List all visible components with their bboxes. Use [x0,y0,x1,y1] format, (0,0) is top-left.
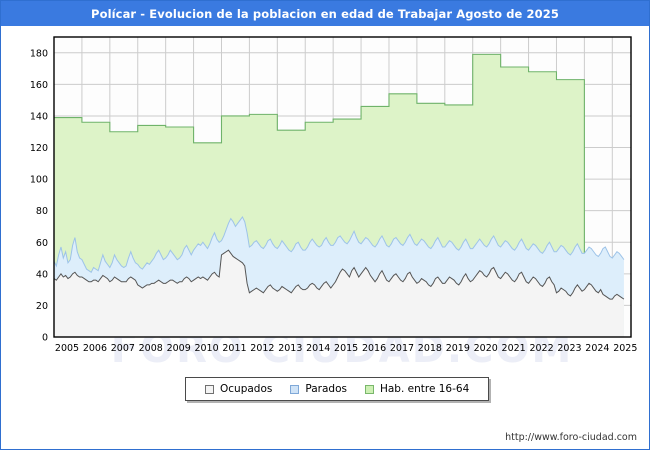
y-axis-tick-label: 180 [30,48,48,59]
series-habitantes-line [54,53,631,338]
legend-swatch-icon [205,384,214,394]
x-axis-tick-label: 2005 [55,343,79,354]
x-axis-tick-label: 2009 [167,343,191,354]
x-axis-tick-label: 2014 [306,343,330,354]
x-axis-tick-label: 2006 [83,343,107,354]
x-axis-tick-label: 2020 [474,343,498,354]
source-url: http://www.foro-ciudad.com [505,432,637,443]
y-axis-tick-label: 140 [30,111,48,122]
x-axis-tick-label: 2019 [446,343,470,354]
legend-item-label: Parados [305,383,347,395]
x-axis-tick-label: 2011 [222,343,246,354]
window-titlebar: Polícar - Evolucion de la poblacion en e… [1,1,649,26]
series-ocupados-line [53,249,625,300]
x-axis-tick-label: 2015 [334,343,358,354]
legend-item: Ocupados [205,383,272,395]
x-axis-tick-label: 2007 [111,343,135,354]
x-axis-tick-label: 2024 [585,343,609,354]
x-axis-tick-label: 2018 [418,343,442,354]
y-axis-tick-label: 60 [36,238,48,249]
series-parados-line [53,216,625,273]
chart-svg: 0 20 40 60 80 100 120 140 160 180 2005 2006 2007 2008… [30,36,637,354]
y-axis-tick-label: 160 [30,80,48,91]
x-axis-tick-label: 2022 [529,343,553,354]
x-axis-tick-label: 2013 [278,343,302,354]
plot-border [53,36,632,338]
y-axis-tick-label: 0 [42,333,48,344]
x-axis-tick-label: 2023 [557,343,581,354]
x-axis-tick-label: 2017 [390,343,414,354]
x-axis-tick-label: 2016 [362,343,386,354]
legend-item: Parados [290,383,347,395]
legend-item-label: Hab. entre 16-64 [379,383,470,395]
legend-item-label: Ocupados [220,383,273,395]
page-title: Polícar - Evolucion de la poblacion en e… [91,6,559,21]
legend-swatch-icon [364,384,374,394]
x-axis-tick-label: 2010 [194,343,218,354]
y-axis-tick-label: 100 [30,175,48,186]
x-axis-tick-label: 2021 [502,343,526,354]
legend-item: Hab. entre 16-64 [364,383,470,395]
x-axis-tick-label: 2008 [139,343,163,354]
y-axis-tick-label: 120 [30,143,48,154]
x-axis-tick-label: 2012 [250,343,274,354]
y-axis-tick-label: 80 [36,206,48,217]
y-axis-tick-label: 40 [36,269,48,280]
legend-swatch-icon [290,384,300,394]
chart-legend: Ocupados Parados Hab. entre 16-64 [185,377,490,401]
x-axis-tick-label: 2025 [613,343,637,354]
y-axis-tick-label: 20 [36,301,48,312]
